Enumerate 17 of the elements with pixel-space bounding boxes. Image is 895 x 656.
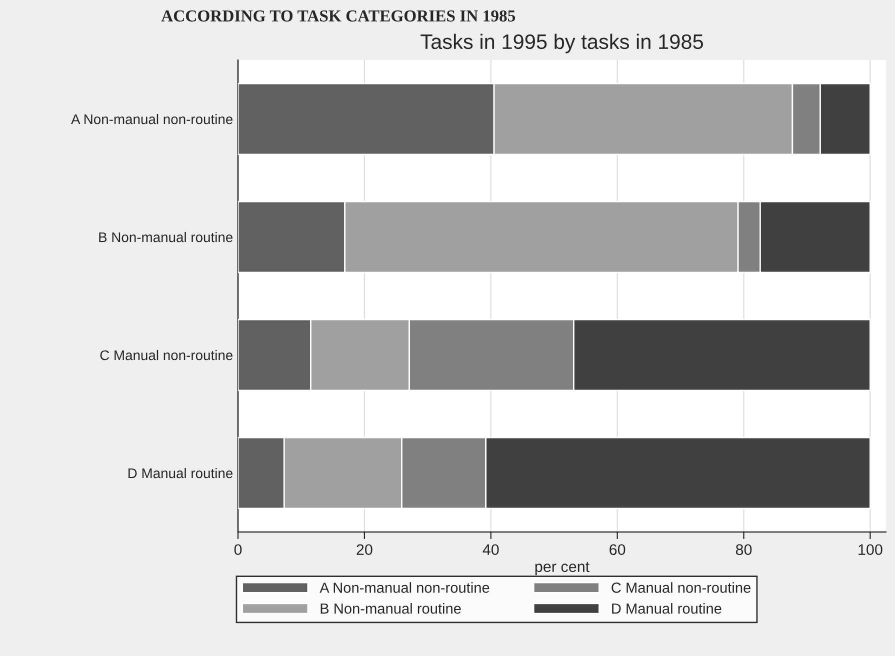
x-tick-label: 60 bbox=[610, 544, 626, 556]
y-tick-label: A Non-manual non-routine bbox=[71, 114, 233, 124]
x-axis-title: per cent bbox=[535, 562, 590, 576]
x-tick-label: 100 bbox=[858, 544, 882, 556]
x-tick-label: 0 bbox=[234, 544, 242, 556]
legend-label: D Manual routine bbox=[612, 603, 722, 614]
text: ACCORDING TO TASK CATEGORIES IN 1985 bbox=[161, 10, 516, 22]
x-tick-label: 80 bbox=[736, 544, 752, 556]
chart-title: Tasks in 1995 by tasks in 1985 bbox=[420, 34, 703, 54]
y-tick-label: B Non-manual routine bbox=[99, 232, 233, 242]
y-tick-label: C Manual non-routine bbox=[100, 350, 233, 360]
y-tick-label: D Manual routine bbox=[128, 468, 233, 478]
legend-label: B Non-manual routine bbox=[320, 603, 461, 614]
legend-label: C Manual non-routine bbox=[612, 582, 750, 593]
legend-label: A Non-manual non-routine bbox=[320, 582, 490, 593]
x-tick-label: 40 bbox=[482, 544, 499, 556]
x-tick-label: 20 bbox=[356, 544, 372, 556]
